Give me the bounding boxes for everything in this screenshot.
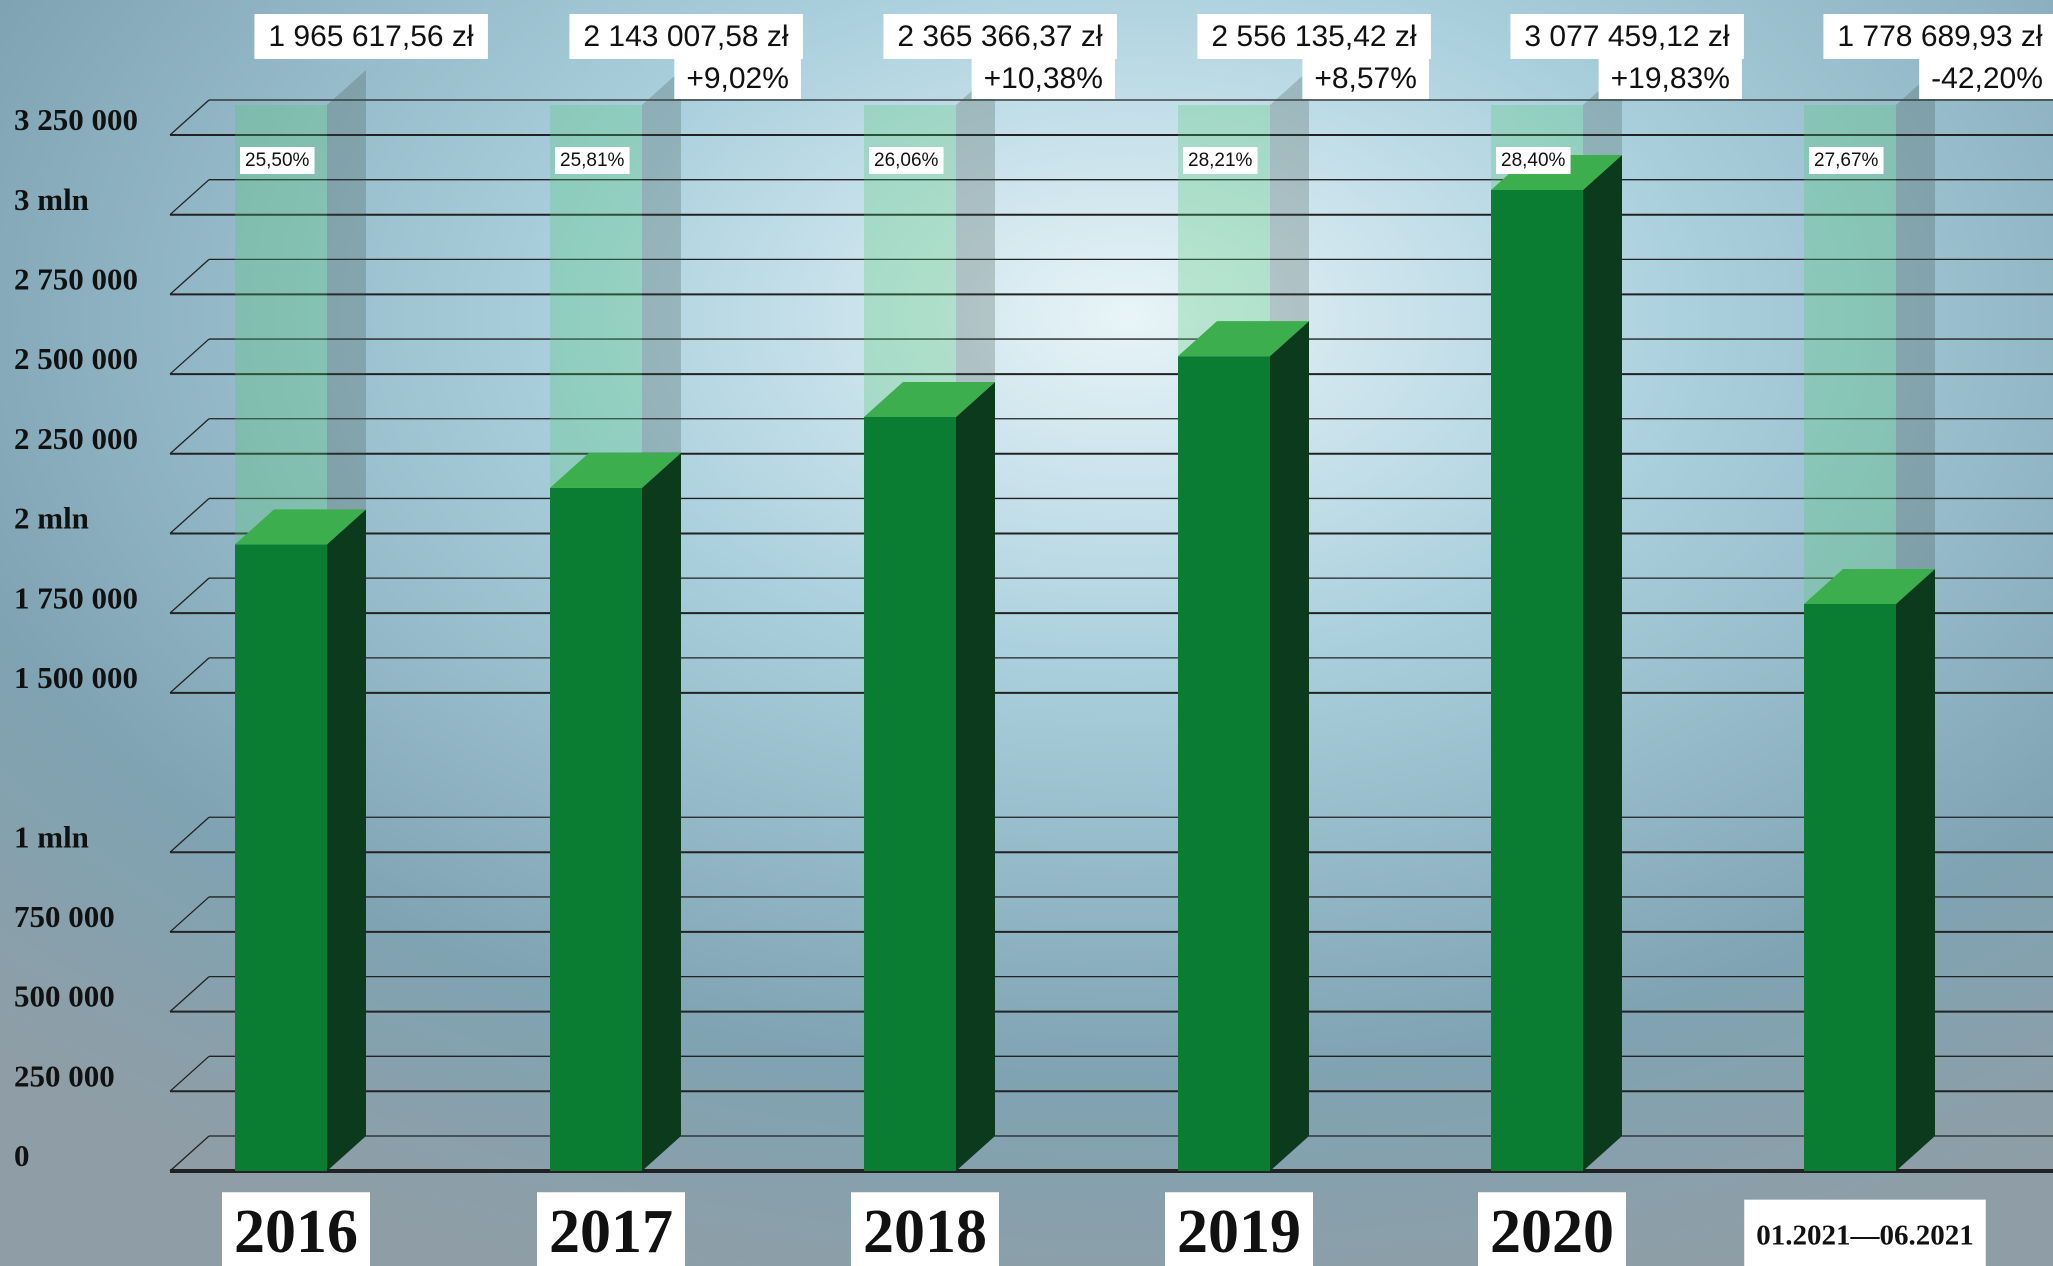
grid-diagonal xyxy=(169,418,210,455)
ghost-column xyxy=(235,105,327,545)
change-box xyxy=(1598,58,1742,99)
ghost-side xyxy=(956,70,995,417)
y-tick-label: 750 000 xyxy=(14,899,115,934)
bar-side xyxy=(956,381,995,1171)
change-label: +19,83% xyxy=(1611,62,1730,95)
grid-diagonal xyxy=(169,258,210,295)
change-box xyxy=(674,58,801,99)
value-label: 1 965 617,56 zł xyxy=(268,20,474,53)
y-tick-label: 250 000 xyxy=(14,1058,115,1093)
grid-diagonal xyxy=(169,657,210,694)
category-box xyxy=(1165,1192,1313,1266)
grid-diagonal xyxy=(169,179,210,216)
share-box xyxy=(1809,147,1884,175)
bar-front xyxy=(550,487,642,1171)
bar-front xyxy=(1178,356,1270,1171)
bar-top xyxy=(235,509,366,545)
grid-diagonal xyxy=(169,99,210,136)
bar-side xyxy=(1270,321,1309,1171)
value-box xyxy=(1510,14,1744,59)
share-label: 28,21% xyxy=(1188,150,1253,171)
value-label: 2 143 007,58 zł xyxy=(583,20,789,53)
y-tick-label: 1 mln xyxy=(14,819,89,854)
ghost-side xyxy=(642,70,681,488)
x-tick-label: 2019 xyxy=(1177,1198,1301,1266)
bar-side xyxy=(1896,569,1935,1171)
change-box xyxy=(971,58,1115,99)
change-label: -42,20% xyxy=(1931,62,2043,95)
y-tick-label: 3 mln xyxy=(14,182,89,217)
share-box xyxy=(1183,147,1258,175)
ghost-column xyxy=(1804,105,1896,605)
change-label: +10,38% xyxy=(984,62,1103,95)
grid-diagonal xyxy=(169,1135,210,1172)
grid-diagonal xyxy=(169,1055,210,1092)
grid-diagonal xyxy=(169,577,210,614)
bar-front xyxy=(1804,604,1896,1171)
y-tick-label: 1 750 000 xyxy=(14,580,138,615)
grid-diagonal xyxy=(169,338,210,375)
bar-front xyxy=(1491,190,1583,1171)
share-box xyxy=(1496,147,1571,175)
value-box xyxy=(883,14,1117,59)
bar-side xyxy=(1583,155,1622,1171)
value-box xyxy=(1823,14,2053,59)
ghost-column xyxy=(1178,105,1270,357)
bar-front xyxy=(235,544,327,1171)
ghost-side xyxy=(1270,70,1309,357)
y-tick-label: 2 750 000 xyxy=(14,261,138,296)
grid-diagonal xyxy=(169,896,210,933)
change-box xyxy=(1302,58,1429,99)
change-box xyxy=(1919,58,2053,99)
change-label: +8,57% xyxy=(1314,62,1417,95)
x-tick-label: 01.2021—06.2021 xyxy=(1756,1220,1974,1252)
bar-top xyxy=(1178,321,1309,357)
grid-diagonal xyxy=(169,976,210,1013)
category-box xyxy=(851,1192,999,1266)
category-box xyxy=(537,1192,685,1266)
y-tick-label: 0 xyxy=(14,1138,30,1173)
share-label: 28,40% xyxy=(1501,150,1566,171)
y-tick-label: 2 mln xyxy=(14,501,89,536)
value-box xyxy=(254,14,488,59)
x-tick-label: 2017 xyxy=(549,1198,673,1266)
share-box xyxy=(555,147,630,175)
y-tick-label: 2 500 000 xyxy=(14,341,138,376)
y-tick-label: 500 000 xyxy=(14,979,115,1014)
value-label: 1 778 689,93 zł xyxy=(1837,20,2043,53)
share-label: 25,81% xyxy=(560,150,625,171)
category-box xyxy=(1744,1199,1986,1266)
x-tick-label: 2018 xyxy=(863,1198,987,1266)
category-box xyxy=(1478,1192,1626,1266)
bar-top xyxy=(1804,569,1935,605)
y-tick-label: 2 250 000 xyxy=(14,421,138,456)
y-tick-label: 1 500 000 xyxy=(14,660,138,695)
bar-top xyxy=(550,452,681,488)
share-label: 27,67% xyxy=(1814,150,1879,171)
x-tick-label: 2016 xyxy=(234,1198,358,1266)
share-label: 25,50% xyxy=(245,150,310,171)
grid-diagonal xyxy=(169,816,210,853)
value-label: 2 365 366,37 zł xyxy=(897,20,1103,53)
bar-front xyxy=(864,416,956,1171)
share-box xyxy=(869,147,944,175)
ghost-side xyxy=(1896,70,1935,605)
category-box xyxy=(222,1192,370,1266)
share-box xyxy=(240,147,315,175)
value-label: 2 556 135,42 zł xyxy=(1211,20,1417,53)
bar-top xyxy=(864,381,995,417)
value-label: 3 077 459,12 zł xyxy=(1524,20,1730,53)
value-box xyxy=(1197,14,1431,59)
bar-side xyxy=(642,452,681,1171)
share-label: 26,06% xyxy=(874,150,939,171)
ghost-side xyxy=(327,70,366,545)
x-tick-label: 2020 xyxy=(1490,1198,1614,1266)
y-tick-label: 3 250 000 xyxy=(14,102,138,137)
value-box xyxy=(569,14,803,59)
change-label: +9,02% xyxy=(686,62,789,95)
grid-diagonal xyxy=(169,497,210,534)
bar-side xyxy=(327,509,366,1171)
